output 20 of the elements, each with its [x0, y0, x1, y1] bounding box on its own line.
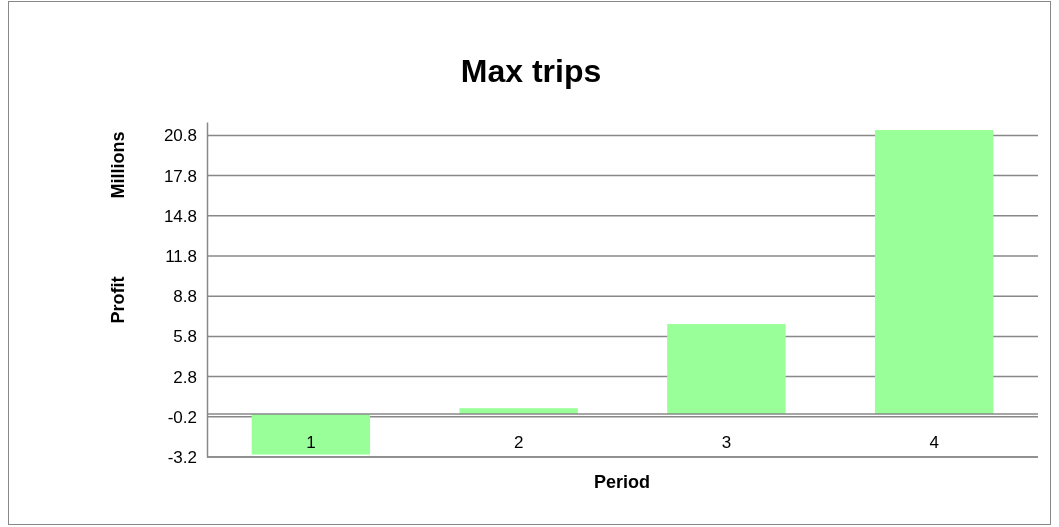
x-tick-label: 2 — [513, 433, 524, 453]
y-tick-label: 11.8 — [165, 246, 197, 266]
y-tick-label: 20.8 — [163, 126, 197, 146]
y-tick-label: -3.2 — [167, 447, 197, 467]
y-tick-label: 17.8 — [163, 166, 197, 186]
x-tick-label: 3 — [721, 433, 732, 453]
chart-title: Max trips — [460, 53, 602, 89]
x-tick-label: 1 — [306, 433, 316, 453]
bar — [667, 324, 786, 415]
bar — [251, 414, 371, 455]
y-axis-title: Profit — [108, 276, 128, 324]
y-tick-label: 14.8 — [163, 206, 197, 226]
bar — [874, 130, 994, 415]
text: Millions — [108, 131, 128, 199]
y-tick-label: 8.8 — [173, 287, 197, 307]
y-tick-label: 5.8 — [173, 327, 197, 347]
y-tick-label: -0.2 — [167, 407, 197, 427]
x-tick-label: 4 — [929, 433, 939, 453]
y-tick-label: 2.8 — [173, 367, 197, 387]
x-axis-title: Period — [593, 472, 651, 492]
